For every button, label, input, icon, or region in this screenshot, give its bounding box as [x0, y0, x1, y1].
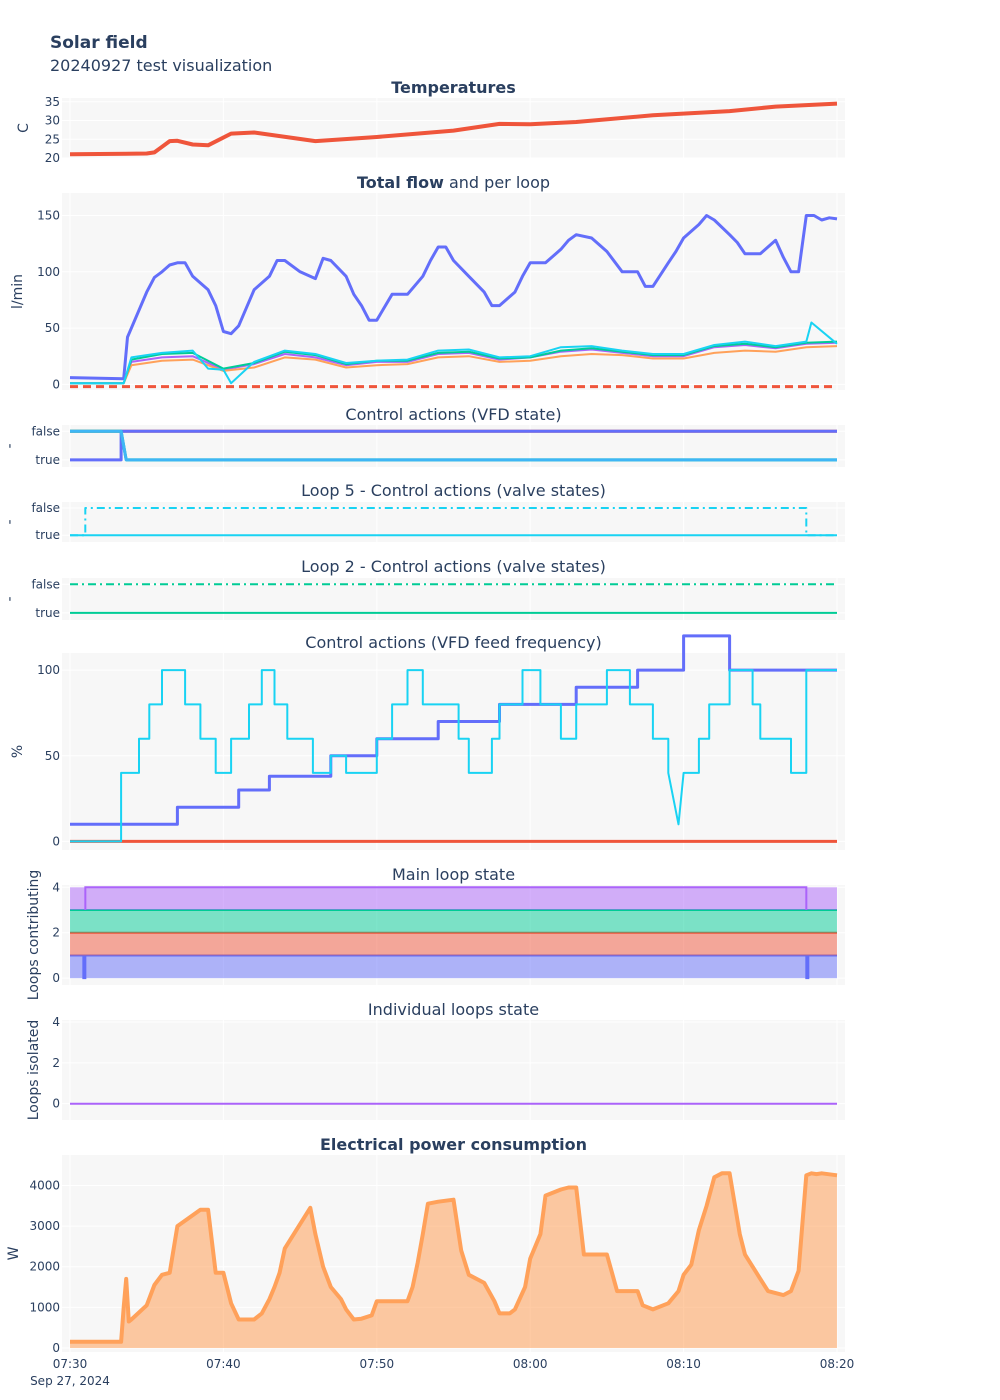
- y-axis-title: %: [10, 745, 26, 758]
- plot-area: [62, 1020, 845, 1120]
- panel-loop5_valves: true false Loop 5 - Control actions (valve…: [2, 481, 845, 542]
- x-tick-label: 08:20: [820, 1357, 855, 1371]
- panel-title: Main loop state: [392, 865, 515, 884]
- panel-individual_loops: 0 2 4 Individual loops state Loops isolated: [26, 1000, 845, 1120]
- panel-title: Temperatures: [391, 78, 516, 97]
- series-line-3: [70, 669, 837, 843]
- series-line-4: [70, 429, 837, 462]
- area-layer: [70, 955, 837, 979]
- panel-title: Individual loops state: [368, 1000, 539, 1019]
- y-tick-label: 4000: [29, 1178, 60, 1192]
- panel-main_loop_state: 0 2 4 Main loop state Loops contributing: [26, 865, 845, 1000]
- x-tick-label: 07:40: [206, 1357, 241, 1371]
- y-tick-label: 2: [52, 926, 60, 940]
- y-axis-title: l/min: [10, 274, 26, 309]
- series-line-2: [70, 634, 837, 826]
- x-tick-label: 08:00: [513, 1357, 548, 1371]
- panel-title: Control actions (VFD feed frequency): [305, 633, 601, 652]
- y-tick-label: 0: [52, 1097, 60, 1111]
- y-axis-title: -: [2, 596, 18, 601]
- y-axis-title: C: [16, 123, 32, 133]
- series-line-1: [69, 101, 838, 157]
- area-layer: [70, 910, 837, 933]
- y-tick-label: 0: [52, 834, 60, 848]
- series-line-1: [70, 1171, 838, 1344]
- y-axis-title: Loops isolated: [26, 1020, 42, 1121]
- panel-temperatures: 20 25 30 35 Temperatures C: [16, 78, 845, 165]
- area-layer-line: [84, 886, 808, 910]
- y-tick-label: 20: [45, 151, 60, 165]
- series-line-3: [70, 345, 838, 385]
- x-tick-label: 07:50: [360, 1357, 395, 1371]
- panel-title: Loop 5 - Control actions (valve states): [301, 481, 606, 500]
- y-axis-title: -: [2, 443, 18, 448]
- y-tick-label: 0: [52, 971, 60, 985]
- y-axis-title: W: [6, 1246, 22, 1260]
- y-tick-label: 50: [45, 749, 60, 763]
- area-layer: [70, 932, 837, 956]
- y-tick-label: 35: [45, 95, 60, 109]
- y-tick-label: true: [35, 606, 60, 620]
- y-tick-label: 1000: [29, 1300, 60, 1314]
- y-tick-label: 30: [45, 114, 60, 128]
- y-axis-title: -: [2, 519, 18, 524]
- y-tick-label: 2000: [29, 1260, 60, 1274]
- panel-flow: 0 50 100 150 Total flow and per loop l/min: [10, 173, 845, 391]
- area-layer: [70, 887, 837, 910]
- y-tick-label: 100: [37, 265, 60, 279]
- y-tick-label: true: [35, 528, 60, 542]
- y-tick-label: 50: [45, 321, 60, 335]
- plot-area: [62, 653, 845, 850]
- y-tick-label: 0: [52, 377, 60, 391]
- y-tick-label: 3000: [29, 1219, 60, 1233]
- panel-loop2_valves: true false Loop 2 - Control actions (valve…: [2, 557, 845, 620]
- y-tick-label: 25: [45, 132, 60, 146]
- panel-title: Electrical power consumption: [320, 1135, 587, 1154]
- panel-power: 0 1000 2000 3000 4000 Electrical power consum…: [6, 1135, 845, 1355]
- y-tick-label: false: [31, 577, 60, 591]
- page-title: Solar field: [50, 33, 148, 53]
- y-tick-label: 4: [52, 1015, 60, 1029]
- plot-area: [62, 98, 845, 158]
- y-axis-title: Loops contributing: [26, 870, 42, 1000]
- x-axis-date-label: Sep 27, 2024: [30, 1374, 110, 1388]
- series-line-2: [70, 341, 838, 385]
- y-tick-label: 150: [37, 209, 60, 223]
- series-line-2: [70, 429, 837, 462]
- y-tick-label: false: [31, 424, 60, 438]
- y-tick-label: 2: [52, 1056, 60, 1070]
- y-tick-label: false: [31, 501, 60, 515]
- panel-vfd_freq: 0 50 100 Control actions (VFD feed frequenc…: [10, 633, 845, 850]
- area-layer-line: [70, 954, 837, 980]
- y-tick-label: true: [35, 453, 60, 467]
- panel-title: Loop 2 - Control actions (valve states): [301, 557, 606, 576]
- y-tick-label: 0: [52, 1341, 60, 1355]
- series-line-5: [70, 321, 838, 385]
- y-tick-label: 100: [37, 663, 60, 677]
- series-area-fill: [70, 1173, 837, 1348]
- panel-title: Control actions (VFD state): [345, 405, 561, 424]
- panel-vfd_state: true false Control actions (VFD state) -: [2, 405, 845, 467]
- x-tick-label: 07:30: [53, 1357, 88, 1371]
- series-line-1: [69, 214, 838, 381]
- page-subtitle: 20240927 test visualization: [50, 56, 273, 75]
- panel-title: Total flow and per loop: [357, 173, 550, 192]
- y-tick-label: 4: [52, 880, 60, 894]
- x-tick-label: 08:10: [666, 1357, 701, 1371]
